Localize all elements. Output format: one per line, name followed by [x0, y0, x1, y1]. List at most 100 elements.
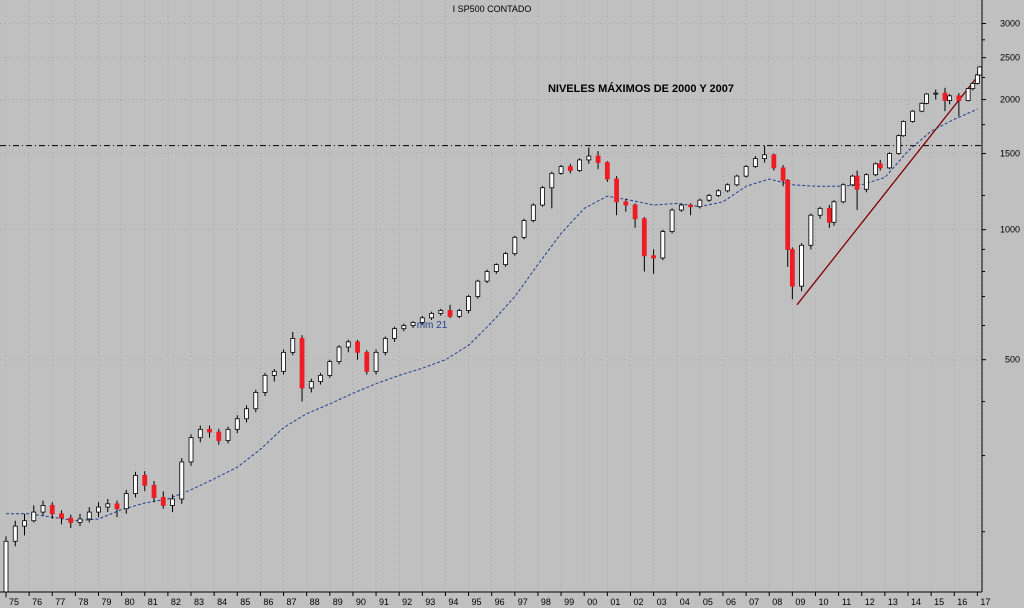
candle-body-down	[142, 474, 148, 486]
x-tick-label: 85	[240, 597, 250, 607]
candle-body-up	[734, 175, 740, 186]
candle	[752, 156, 758, 168]
x-tick-label: 15	[934, 597, 944, 607]
x-tick-label: 88	[310, 597, 320, 607]
x-tick-label: 08	[772, 597, 782, 607]
candle-body-down	[623, 201, 629, 206]
candle	[933, 89, 939, 100]
x-tick-label: 82	[171, 597, 181, 607]
candles	[3, 66, 983, 598]
candle-body-up	[345, 341, 351, 348]
candle	[910, 110, 916, 123]
candle	[355, 339, 360, 360]
candle	[77, 513, 83, 527]
candle	[919, 102, 925, 113]
moving-average-layer	[6, 108, 978, 522]
candle-body-up	[530, 204, 536, 221]
candle-body-up	[577, 159, 582, 171]
candle-body-down	[355, 341, 360, 353]
candle-body-up	[12, 525, 18, 542]
candle	[503, 251, 508, 267]
candle-body-up	[281, 351, 286, 372]
candle-body-down	[877, 163, 883, 169]
candle	[466, 294, 471, 314]
candle	[327, 359, 333, 378]
x-tick-label: 99	[564, 597, 574, 607]
x-tick-label: 01	[610, 597, 620, 607]
candle	[970, 82, 976, 91]
candle	[540, 185, 545, 207]
x-tick-label: 07	[749, 597, 759, 607]
candle	[160, 491, 166, 509]
candle-body-up	[706, 195, 712, 201]
candle-body-down	[688, 204, 693, 208]
candle	[850, 174, 855, 187]
x-tick-label: 00	[587, 597, 597, 607]
candle-body-up	[549, 172, 555, 189]
candle	[840, 183, 846, 204]
candle-body-up	[977, 66, 983, 76]
candle-body-up	[401, 325, 407, 330]
candle	[641, 216, 647, 272]
candle-body-up	[521, 220, 527, 238]
x-tick-label: 75	[9, 597, 19, 607]
candle	[808, 213, 814, 250]
candle-body-up	[318, 374, 323, 382]
candle-body-up	[762, 154, 767, 160]
x-tick-label: 92	[402, 597, 412, 607]
candle	[170, 494, 175, 513]
candle	[179, 458, 185, 504]
candle-body-up	[225, 428, 231, 441]
candle-body-up	[244, 408, 249, 420]
x-tick-label: 83	[194, 597, 204, 607]
candle	[660, 229, 666, 261]
x-tick-label: 87	[287, 597, 297, 607]
y-tick-label: 3000	[1000, 18, 1020, 28]
candle	[244, 405, 249, 423]
candle-body-down	[780, 167, 786, 181]
x-tick-label: 84	[217, 597, 227, 607]
candle	[734, 174, 740, 187]
x-tick-label: 79	[102, 597, 112, 607]
candle-body-up	[850, 175, 855, 186]
x-tick-label: 80	[125, 597, 135, 607]
candle-body-up	[863, 174, 869, 190]
candle-body-down	[789, 249, 795, 287]
candle-body-up	[974, 74, 980, 84]
candle-body-down	[364, 351, 370, 372]
candle	[863, 173, 869, 193]
x-tick-label: 12	[865, 597, 875, 607]
candle	[577, 158, 582, 172]
candle	[299, 335, 305, 402]
candle	[438, 308, 444, 316]
candle	[262, 372, 268, 397]
candle-body-up	[188, 437, 194, 463]
candle-body-up	[96, 506, 101, 513]
candle-body-up	[873, 163, 879, 176]
candle-body-up	[540, 187, 545, 206]
candle-body-down	[49, 505, 55, 515]
candle-body-up	[965, 88, 971, 101]
candle-body-up	[817, 207, 823, 216]
candle-body-up	[887, 153, 892, 169]
candle-body-down	[956, 95, 962, 101]
candle-body-down	[826, 207, 832, 223]
candle	[762, 145, 767, 163]
candle	[595, 151, 601, 170]
x-tick-label: 03	[657, 597, 667, 607]
candle-body-up	[123, 493, 129, 510]
candle-body-up	[290, 338, 296, 353]
candle	[133, 471, 138, 498]
candle	[771, 153, 777, 171]
candle	[429, 311, 434, 320]
candle	[854, 170, 860, 211]
candle	[345, 339, 351, 353]
candle	[826, 205, 832, 228]
candle-body-up	[475, 280, 481, 297]
candle	[530, 203, 536, 223]
candle	[697, 198, 703, 209]
candle-body-up	[697, 199, 703, 208]
max-level-label: NIVELES MÁXIMOS DE 2000 Y 2007	[548, 82, 734, 95]
